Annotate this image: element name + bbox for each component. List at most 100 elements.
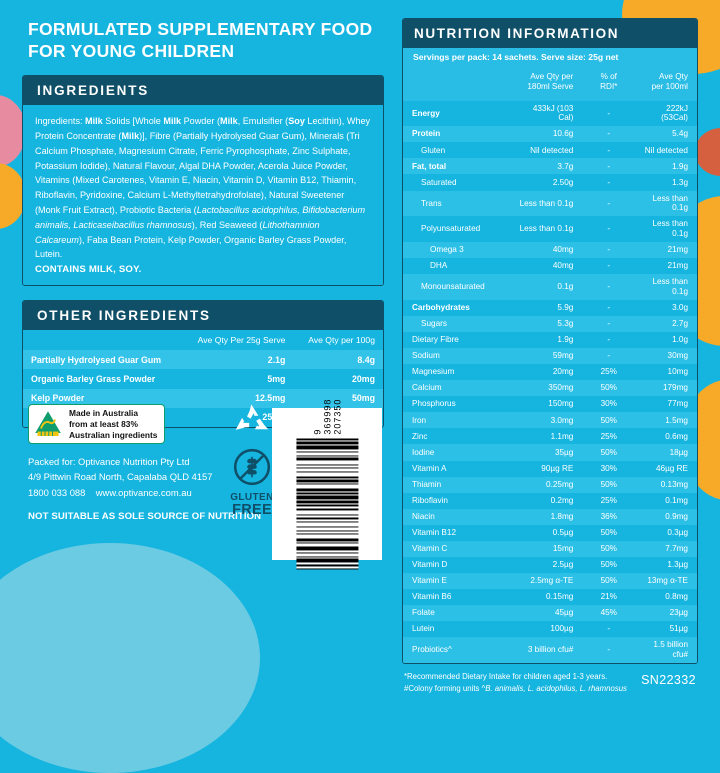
cell-nutrient: Omega 3 <box>403 242 509 259</box>
column-header-rdi: % of RDI* <box>582 66 636 101</box>
table-row: Polyunsaturated Less than 0.1g - Less than … <box>403 216 697 243</box>
cell-per-100ml: 179mg <box>635 380 697 397</box>
table-row: Riboflavin 0.2mg 25% 0.1mg <box>403 492 697 509</box>
address-line: 4/9 Pittwin Road North, Capalaba QLD 415… <box>28 471 213 483</box>
cell-per-serve: 90µg RE <box>508 460 583 477</box>
cell-serve: 2.1g <box>181 350 294 370</box>
cell-per-100ml: 21mg <box>635 258 697 275</box>
packed-for-line: Packed for: Optivance Nutrition Pty Ltd <box>28 456 190 468</box>
cell-per-serve: 0.1g <box>508 274 583 301</box>
left-column: FORMULATED SUPPLEMENTARY FOOD FOR YOUNG … <box>22 18 384 442</box>
cell-serve: 5mg <box>181 369 294 389</box>
cell-rdi: - <box>582 316 636 333</box>
cell-rdi: - <box>582 158 636 175</box>
cell-per100g: 20mg <box>293 369 383 389</box>
cell-rdi: 50% <box>582 476 636 493</box>
cell-per-serve: 3.0mg <box>508 412 583 429</box>
cell-per-100ml: 5.4g <box>635 126 697 143</box>
cell-rdi: - <box>582 174 636 191</box>
table-row: Carbohydrates 5.9g -3.0g <box>403 300 697 317</box>
cell-per-100ml: 46µg RE <box>635 460 697 477</box>
footnote-rdi: *Recommended Dietary Intake for children… <box>404 671 608 681</box>
cell-nutrient: Saturated <box>403 174 509 191</box>
cell-per-100ml: 18µg <box>635 444 697 461</box>
cell-nutrient: Monounsaturated <box>403 274 509 301</box>
cell-per-serve: 433kJ (103 Cal) <box>508 100 583 127</box>
table-row: Vitamin B6 0.15mg 21% 0.8mg <box>403 588 697 605</box>
table-row: Protein 10.6g -5.4g <box>403 126 697 143</box>
table-row: Saturated 2.50g -1.3g <box>403 174 697 191</box>
table-row: Lutein 100µg -51µg <box>403 620 697 637</box>
table-row: Vitamin C 15mg 50% 7.7mg <box>403 540 697 557</box>
cell-rdi: - <box>582 300 636 317</box>
cell-rdi: - <box>582 636 636 663</box>
aus-line-1: Made in Australia <box>69 408 139 418</box>
aus-line-3: Australian ingredients <box>69 429 158 440</box>
servings-per-pack: Servings per pack: 14 sachets. Serve siz… <box>403 48 697 66</box>
cell-per-serve: 45µg <box>508 604 583 621</box>
cell-per-serve: Nil detected <box>508 142 583 159</box>
cell-nutrient: Vitamin D <box>403 556 509 573</box>
cell-per-serve: 0.25mg <box>508 476 583 493</box>
cell-nutrient: Sodium <box>403 348 509 365</box>
cell-nutrient: Energy <box>403 100 509 127</box>
table-row: Calcium 350mg 50% 179mg <box>403 380 697 397</box>
cell-per-100ml: 1.5 billion cfu# <box>635 636 697 663</box>
col2-line2: 180ml Serve <box>527 82 574 92</box>
cell-per-serve: 1.1mg <box>508 428 583 445</box>
cell-per-serve: 2.5µg <box>508 556 583 573</box>
website-url[interactable]: www.optivance.com.au <box>95 486 192 498</box>
cell-nutrient: Vitamin E <box>403 572 509 589</box>
page-title: FORMULATED SUPPLEMENTARY FOOD FOR YOUNG … <box>28 19 373 62</box>
cell-per-100ml: 0.3µg <box>635 524 697 541</box>
cell-rdi: 50% <box>582 412 636 429</box>
cell-per-100ml: 1.9g <box>635 158 697 175</box>
cell-per-serve: 1.8mg <box>508 508 583 525</box>
cell-per-100ml: Nil detected <box>635 142 697 159</box>
column-header-per100g: Ave Qty per 100g <box>293 330 383 351</box>
cell-rdi: - <box>582 258 636 275</box>
cell-nutrient: Carbohydrates <box>403 300 509 317</box>
icon-column: GLUTEN FREE <box>224 404 280 518</box>
cell-nutrient: Gluten <box>403 142 509 159</box>
cell-per-100ml: 0.13mg <box>635 476 697 493</box>
cell-per-100ml: Less than 0.1g <box>635 190 697 217</box>
batch-code: SN22332 <box>641 672 696 687</box>
table-row: Monounsaturated 0.1g - Less than 0.1g <box>403 274 697 301</box>
cell-rdi: - <box>582 274 636 301</box>
table-row: Folate 45µg 45% 23µg <box>403 604 697 621</box>
cell-per-100ml: 1.5mg <box>635 412 697 429</box>
cell-nutrient: Magnesium <box>403 364 509 381</box>
cell-per-serve: 0.15mg <box>508 588 583 605</box>
ingredients-card: INGREDIENTS Ingredients: Milk Solids [Wh… <box>22 75 384 287</box>
cell-rdi: 50% <box>582 524 636 541</box>
australian-made-text: Made in Australia from at least 83% Aust… <box>69 408 157 440</box>
cell-nutrient: Riboflavin <box>403 492 509 509</box>
col4-line1: Ave Qty <box>659 72 688 81</box>
cell-per-100ml: 51µg <box>635 620 697 637</box>
footnote-cfu: #Colony forming units ^B. animalis, L. a… <box>404 683 627 693</box>
table-row: Vitamin E 2.5mg α-TE 50% 13mg α-TE <box>403 572 697 589</box>
cell-per-serve: 35µg <box>508 444 583 461</box>
cell-rdi: - <box>582 190 636 217</box>
table-row: Iron 3.0mg 50% 1.5mg <box>403 412 697 429</box>
table-row: Probiotics^ 3 billion cfu# -1.5 billion cf… <box>403 636 697 663</box>
cell-per-100ml: 23µg <box>635 604 697 621</box>
cell-per100g: 8.4g <box>293 350 383 370</box>
cell-per-100ml: 0.8mg <box>635 588 697 605</box>
right-column: NUTRITION INFORMATION Servings per pack:… <box>402 18 698 695</box>
cell-nutrient: Fat, total <box>403 158 509 175</box>
cell-per-100ml: 10mg <box>635 364 697 381</box>
table-row: Zinc 1.1mg 25% 0.6mg <box>403 428 697 445</box>
cell-nutrient: Lutein <box>403 620 509 637</box>
cell-per-serve: 5.9g <box>508 300 583 317</box>
cell-nutrient: Thiamin <box>403 476 509 493</box>
cell-nutrient: Iodine <box>403 444 509 461</box>
cell-per-100ml: Less than 0.1g <box>635 216 697 243</box>
phone-number: 1800 033 088 <box>28 486 86 498</box>
table-row: Fat, total 3.7g -1.9g <box>403 158 697 175</box>
cell-rdi: 30% <box>582 396 636 413</box>
table-row: Vitamin D 2.5µg 50% 1.3µg <box>403 556 697 573</box>
column-header-ave-qty-per-100ml: Ave Qty per 100ml <box>635 66 697 101</box>
